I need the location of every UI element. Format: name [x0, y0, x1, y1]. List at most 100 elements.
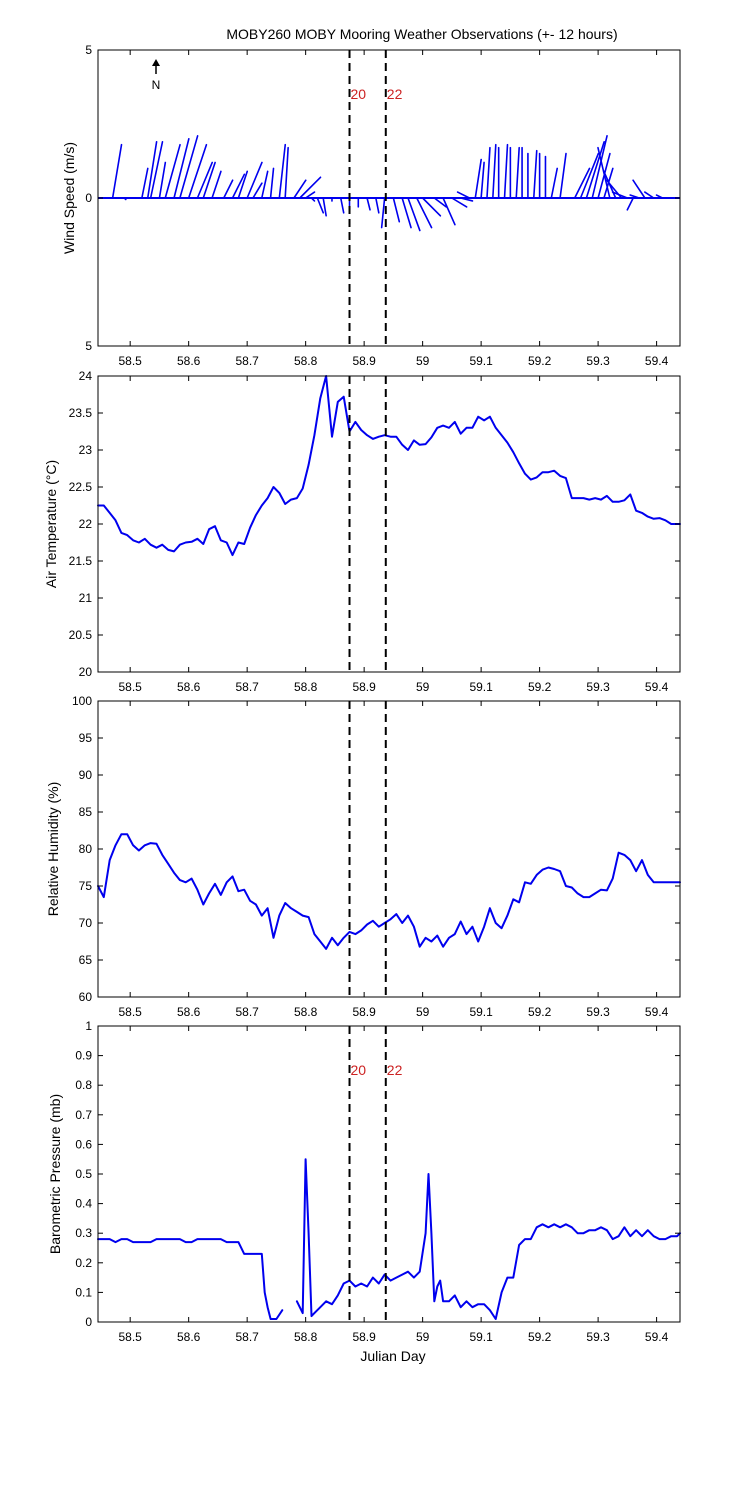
y-tick-label: 0.7: [75, 1108, 92, 1122]
data-series-line: [295, 1158, 681, 1320]
wind-stick: [269, 167, 275, 199]
x-tick-label: 59.1: [469, 1005, 493, 1019]
y-tick-label: 60: [79, 990, 93, 1004]
wind-stick: [260, 170, 269, 199]
wind-stick: [237, 170, 249, 199]
x-tick-label: 58.5: [118, 354, 142, 368]
wind-stick: [433, 197, 447, 208]
x-tick-label: 59: [416, 1005, 430, 1019]
data-series-line: [97, 833, 681, 950]
x-tick-label: 58.7: [235, 354, 259, 368]
wind-stick: [559, 152, 567, 199]
relative-humidity-panel: 58.5 58.6 58.7 58.8 58.9 59 59.1 59.2 59.3 59.4 60…: [45, 694, 681, 1019]
y-tick-label: 0.6: [75, 1137, 92, 1151]
wind-stick: [480, 161, 485, 199]
wind-stick: [284, 146, 289, 199]
y-tick-label: 0.2: [75, 1256, 92, 1270]
x-tick-label: 58.9: [352, 1005, 376, 1019]
y-tick-label: 20.5: [69, 628, 93, 642]
y-tick-label: 22: [79, 517, 93, 531]
wind-stick: [611, 191, 629, 199]
y-tick-label: 20: [79, 665, 93, 679]
y-tick-label: 0.4: [75, 1197, 92, 1211]
x-tick-label: 59: [416, 354, 430, 368]
x-tick-label: 59.3: [586, 1005, 610, 1019]
wind-stick: [451, 197, 468, 208]
y-tick-label: 0.9: [75, 1049, 92, 1063]
y-tick-label: 21: [79, 591, 93, 605]
y-tick-label: 85: [79, 805, 93, 819]
x-tick-label: 58.6: [177, 354, 201, 368]
wind-stick: [222, 179, 234, 199]
y-tick-label: 70: [79, 916, 93, 930]
x-tick-label: 58.8: [294, 1005, 318, 1019]
wind-stick: [421, 197, 442, 217]
barometric-pressure-ylabel: Barometric Pressure (mb): [47, 1094, 63, 1254]
north-arrow-icon: [152, 59, 160, 74]
y-tick-label: 100: [72, 694, 92, 708]
wind-speed-ylabel: Wind Speed (m/s): [61, 142, 77, 254]
wind-stick: [380, 197, 386, 229]
wind-stick: [231, 173, 246, 199]
wind-stick: [392, 197, 401, 223]
x-tick-label: 58.9: [352, 680, 376, 694]
x-tick-label: 59.4: [645, 1005, 669, 1019]
x-tick-label: 59.1: [469, 1330, 493, 1344]
wind-stick: [187, 143, 208, 199]
wind-stick: [585, 140, 605, 199]
x-tick-label: 58.7: [235, 1005, 259, 1019]
time-marker-label: 22: [387, 86, 403, 102]
air-temperature-axes-frame: [97, 375, 681, 673]
wind-stick: [164, 143, 181, 199]
wind-stick: [252, 182, 263, 199]
x-tick-label: 58.7: [235, 1330, 259, 1344]
wind-speed-panel: 58.5 58.6 58.7 58.8 58.9 59 59.1 59.2 59.3 59.4 5 0…: [61, 43, 681, 368]
x-tick-label: 59.4: [645, 680, 669, 694]
wind-stick: [366, 197, 371, 211]
wind-stick: [304, 191, 316, 199]
chart-title: MOBY260 MOBY Mooring Weather Observation…: [226, 26, 617, 42]
wind-stick: [310, 197, 316, 202]
y-tick-label: 0: [85, 1315, 92, 1329]
y-tick-label: 80: [79, 842, 93, 856]
wind-stick: [629, 194, 640, 199]
wind-stick: [579, 152, 600, 199]
x-tick-label: 58.5: [118, 1005, 142, 1019]
y-tick-label: 90: [79, 768, 93, 782]
data-series-line: [97, 375, 681, 557]
x-tick-label: 58.5: [118, 1330, 142, 1344]
y-tick-label: 65: [79, 953, 93, 967]
wind-stick: [146, 140, 158, 199]
wind-stick: [278, 143, 287, 199]
x-tick-label: 59.3: [586, 354, 610, 368]
wind-sticks: [98, 135, 680, 232]
x-tick-label: 58.5: [118, 680, 142, 694]
x-tick-label: 59.3: [586, 1330, 610, 1344]
wind-stick: [141, 167, 149, 199]
wind-stick: [474, 158, 482, 199]
wind-stick: [339, 197, 345, 214]
y-tick-label: 23.5: [69, 406, 93, 420]
y-tick-label: 0.3: [75, 1226, 92, 1240]
x-tick-label: 58.7: [235, 680, 259, 694]
wind-stick: [442, 197, 456, 226]
wind-stick: [298, 176, 322, 199]
x-tick-label: 59.1: [469, 680, 493, 694]
wind-stick: [573, 167, 591, 199]
data-series-line: [97, 1238, 284, 1320]
wind-stick: [173, 138, 190, 199]
wind-stick: [407, 197, 421, 232]
y-tick-label: 0.1: [75, 1285, 92, 1299]
relative-humidity-ylabel: Relative Humidity (%): [45, 782, 61, 917]
wind-stick: [211, 170, 222, 199]
x-tick-label: 58.9: [352, 1330, 376, 1344]
x-tick-label: 58.8: [294, 354, 318, 368]
barometric-pressure-panel: 58.5 58.6 58.7 58.8 58.9 59 59.1 59.2 59.3 59.4 0 0…: [47, 1019, 681, 1364]
wind-stick: [158, 161, 167, 199]
wind-stick: [202, 161, 216, 199]
relative-humidity-axes-frame: [97, 700, 681, 998]
y-tick-label: 5: [85, 43, 92, 57]
wind-stick: [179, 135, 199, 199]
wind-stick: [503, 143, 509, 199]
time-marker-label: 20: [351, 1062, 367, 1078]
